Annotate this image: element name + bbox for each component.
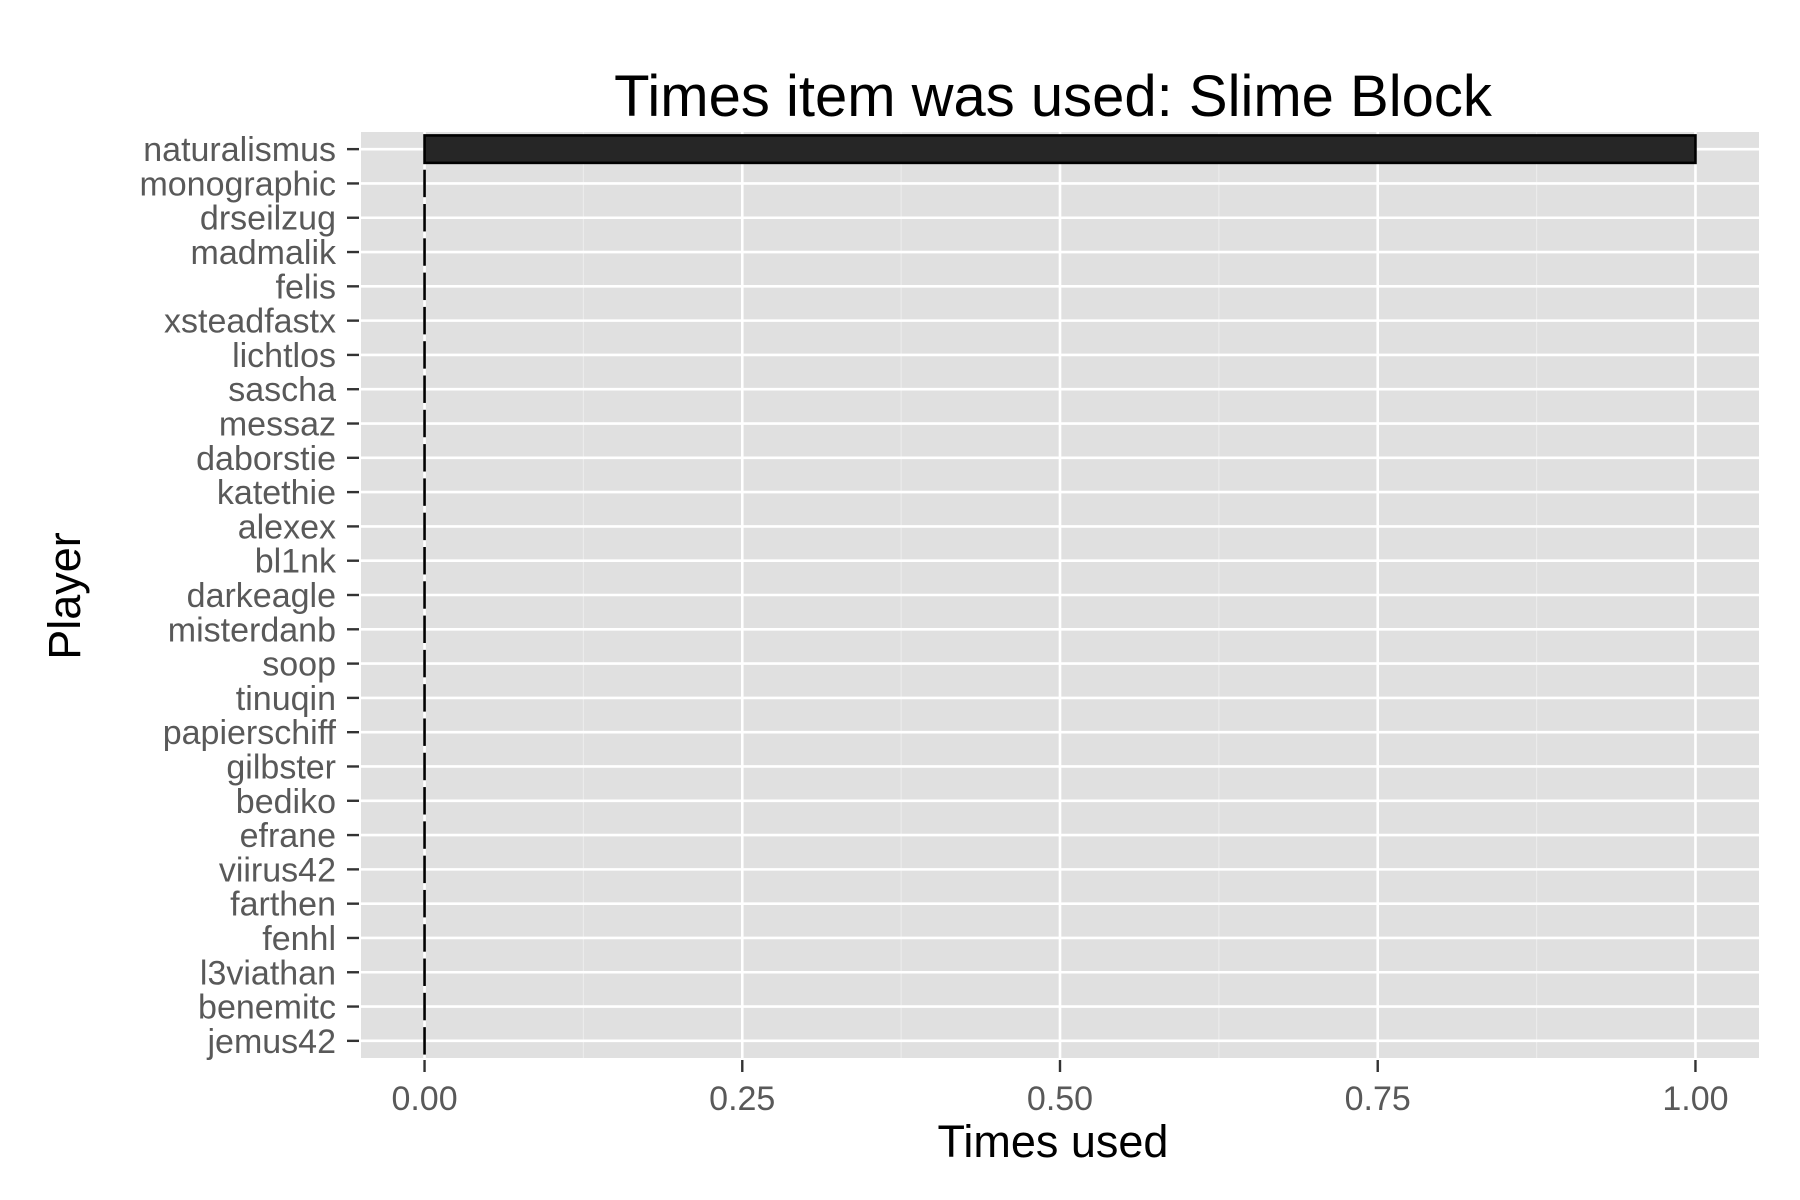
y-tick-label: felis — [276, 268, 336, 306]
bar — [423, 134, 1697, 165]
y-axis-title: Player — [39, 532, 90, 660]
y-tick-label: bl1nk — [255, 543, 337, 581]
y-tick-label: alexex — [238, 508, 336, 546]
y-tick-label: farthen — [230, 886, 336, 924]
y-tick-label: sascha — [228, 371, 336, 409]
y-tick-label: drseilzug — [200, 200, 336, 238]
x-axis-title: Times used — [938, 1116, 1169, 1167]
y-tick-label: madmalik — [191, 234, 337, 272]
y-tick-label: katethie — [217, 474, 336, 512]
y-tick-label: jemus42 — [206, 1023, 336, 1061]
y-tick-label: l3viathan — [200, 954, 336, 992]
y-tick-label: viirus42 — [219, 851, 336, 889]
y-axis: naturalismusmonographicdrseilzugmadmalik… — [139, 131, 359, 1061]
y-tick-label: xsteadfastx — [164, 303, 336, 341]
x-tick-label: 1.00 — [1662, 1080, 1728, 1118]
y-tick-label: benemitc — [198, 989, 336, 1027]
x-axis: 0.00 0.25 0.50 0.75 1.00 — [391, 1060, 1729, 1118]
y-tick-label: darkeagle — [187, 577, 336, 615]
y-tick-label: misterdanb — [168, 611, 336, 649]
x-tick-label: 0.00 — [391, 1080, 457, 1118]
y-tick-label: daborstie — [196, 440, 336, 478]
x-tick-label: 0.75 — [1345, 1080, 1411, 1118]
y-tick-label: tinuqin — [236, 680, 336, 718]
y-tick-label: bediko — [236, 783, 336, 821]
y-tick-label: monographic — [139, 165, 336, 203]
y-tick-label: papierschiff — [163, 714, 337, 752]
y-tick-label: fenhl — [262, 920, 336, 958]
y-tick-label: gilbster — [226, 748, 336, 786]
plot-panel — [361, 132, 1759, 1058]
x-tick-label: 0.25 — [709, 1080, 775, 1118]
y-tick-label: soop — [262, 646, 336, 684]
y-tick-label: efrane — [240, 817, 336, 855]
y-tick-label: lichtlos — [232, 337, 336, 375]
bars — [423, 134, 1697, 1055]
y-tick-label: naturalismus — [143, 131, 336, 169]
chart-title: Times item was used: Slime Block — [614, 64, 1493, 129]
y-tick-label: messaz — [219, 406, 336, 444]
x-tick-label: 0.50 — [1027, 1080, 1093, 1118]
